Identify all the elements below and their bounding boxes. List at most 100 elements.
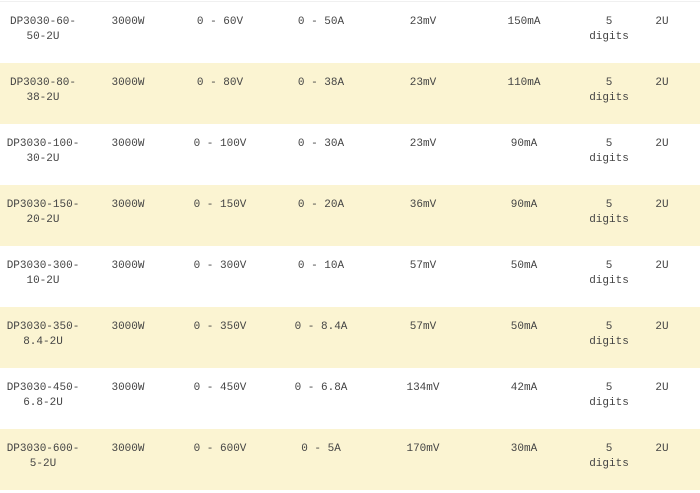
ripple-voltage-cell: 23mV (409, 137, 437, 150)
digits-cell: 5 digits (574, 62, 644, 124)
model-line-2: 50-2U (26, 31, 60, 43)
power-cell: 3000W (111, 137, 145, 150)
size-cell: 2U (644, 184, 700, 246)
digits-label: digits (589, 457, 629, 470)
current-cell: 0 - 20A (270, 184, 372, 246)
ripple-current-cell: 42mA (510, 381, 538, 394)
model-cell: DP3030-300- 10-2U (0, 246, 86, 307)
digits-cell: 5 digits (574, 368, 644, 429)
voltage-cell: 0 - 600V (170, 428, 270, 490)
power-cell: 3000W (86, 62, 170, 124)
table-row: DP3030-80- 38-2U 3000W 0 - 80V 0 - 38A 23… (0, 62, 700, 124)
digits-number: 5 (605, 259, 613, 272)
current-cell: 0 - 38A (270, 62, 372, 124)
digits-label: digits (589, 396, 629, 409)
digits-cell: 5 digits (574, 306, 644, 368)
digits-label: digits (589, 274, 629, 287)
power-cell: 3000W (86, 184, 170, 246)
current-cell: 0 - 5A (270, 428, 372, 490)
ripple-voltage-cell: 57mV (409, 259, 437, 272)
model-line-2: 38-2U (26, 91, 60, 104)
model-cell: DP3030-350- 8.4-2U (0, 306, 86, 368)
digits-number: 5 (605, 320, 613, 333)
ripple-voltage-cell: 23mV (409, 16, 437, 28)
ripple-voltage-cell: 170mV (372, 428, 474, 490)
power-cell: 3000W (111, 16, 145, 28)
model-cell: DP3030-60- 50-2U (0, 2, 86, 63)
table-row: DP3030-350- 8.4-2U 3000W 0 - 350V 0 - 8.4… (0, 306, 700, 368)
current-cell: 0 - 30A (297, 137, 345, 150)
voltage-cell: 0 - 100V (193, 137, 247, 150)
digits-number: 5 (605, 16, 613, 28)
table-row: DP3030-600- 5-2U 3000W 0 - 600V 0 - 5A 17… (0, 428, 700, 490)
table-row: DP3030-100- 30-2U 3000W 0 - 100V 0 - 30A … (0, 124, 700, 185)
power-cell: 3000W (86, 428, 170, 490)
digits-cell: 5 digits (574, 2, 644, 63)
voltage-cell: 0 - 450V (193, 381, 247, 394)
digits-label: digits (589, 213, 629, 226)
model-line-1: DP3030-100- (6, 137, 80, 150)
ripple-current-cell: 110mA (474, 62, 574, 124)
size-cell: 2U (655, 381, 669, 394)
model-line-1: DP3030-350- (6, 320, 80, 333)
power-cell: 3000W (86, 306, 170, 368)
ripple-voltage-cell: 36mV (372, 184, 474, 246)
digits-cell: 5 digits (574, 124, 644, 185)
voltage-cell: 0 - 350V (170, 306, 270, 368)
digits-number: 5 (605, 76, 613, 89)
voltage-cell: 0 - 300V (193, 259, 247, 272)
model-line-1: DP3030-600- (6, 442, 80, 455)
size-cell: 2U (655, 16, 669, 28)
model-line-1: DP3030-150- (6, 198, 80, 211)
digits-number: 5 (605, 381, 613, 394)
size-cell: 2U (655, 259, 669, 272)
ripple-current-cell: 90mA (510, 137, 538, 150)
model-line-2: 6.8-2U (23, 396, 63, 409)
model-cell: DP3030-150- 20-2U (0, 184, 86, 246)
digits-number: 5 (605, 442, 613, 455)
ripple-current-cell: 50mA (474, 306, 574, 368)
digits-label: digits (589, 152, 629, 165)
current-cell: 0 - 50A (297, 16, 345, 28)
voltage-cell: 0 - 150V (170, 184, 270, 246)
digits-number: 5 (605, 137, 613, 150)
digits-label: digits (589, 91, 629, 104)
current-cell: 0 - 8.4A (270, 306, 372, 368)
model-line-2: 20-2U (26, 213, 60, 226)
voltage-cell: 0 - 60V (196, 16, 244, 28)
model-cell: DP3030-80- 38-2U (0, 62, 86, 124)
ripple-current-cell: 90mA (474, 184, 574, 246)
table-row: DP3030-300- 10-2U 3000W 0 - 300V 0 - 10A … (0, 246, 700, 307)
digits-cell: 5 digits (574, 184, 644, 246)
model-line-2: 5-2U (29, 457, 57, 470)
ripple-voltage-cell: 23mV (372, 62, 474, 124)
model-cell: DP3030-600- 5-2U (0, 428, 86, 490)
size-cell: 2U (644, 306, 700, 368)
power-cell: 3000W (111, 381, 145, 394)
ripple-voltage-cell: 134mV (406, 381, 440, 394)
model-line-1: DP3030-60- (9, 16, 76, 28)
digits-cell: 5 digits (574, 428, 644, 490)
digits-number: 5 (605, 198, 613, 211)
power-cell: 3000W (111, 259, 145, 272)
ripple-current-cell: 50mA (510, 259, 538, 272)
model-line-2: 10-2U (26, 274, 60, 287)
model-line-1: DP3030-300- (6, 259, 80, 272)
ripple-current-cell: 150mA (507, 16, 541, 28)
current-cell: 0 - 6.8A (294, 381, 348, 394)
ripple-voltage-cell: 57mV (372, 306, 474, 368)
digits-label: digits (589, 335, 629, 348)
model-line-2: 8.4-2U (23, 335, 63, 348)
current-cell: 0 - 10A (297, 259, 345, 272)
model-cell: DP3030-450- 6.8-2U (0, 368, 86, 429)
size-cell: 2U (644, 62, 700, 124)
model-line-1: DP3030-450- (6, 381, 80, 394)
ripple-current-cell: 30mA (474, 428, 574, 490)
table-row: DP3030-450- 6.8-2U 3000W 0 - 450V 0 - 6.8… (0, 368, 700, 429)
voltage-cell: 0 - 80V (170, 62, 270, 124)
size-cell: 2U (655, 137, 669, 150)
table-row: DP3030-150- 20-2U 3000W 0 - 150V 0 - 20A … (0, 184, 700, 246)
digits-label: digits (589, 31, 629, 43)
